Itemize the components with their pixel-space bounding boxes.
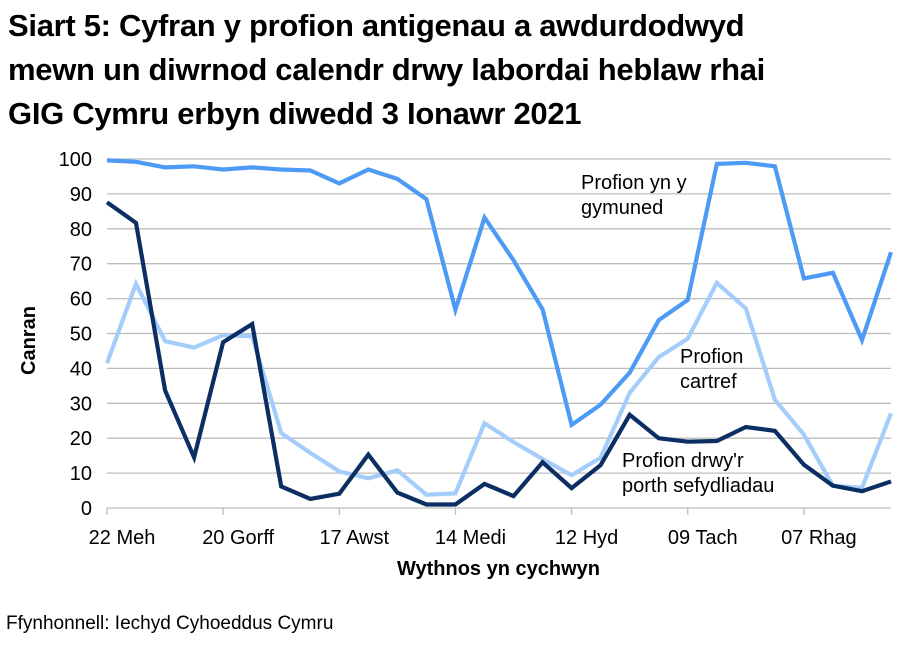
y-tick-label: 40 bbox=[70, 358, 92, 380]
chart-title-line-1: Siart 5: Cyfran y profion antigenau a aw… bbox=[8, 8, 745, 43]
series-annotations: Profion yn y gymuned Profion cartref Profion… bbox=[581, 172, 774, 497]
series-line bbox=[106, 158, 893, 429]
y-tick-label: 10 bbox=[70, 463, 92, 485]
x-tick-label: 09 Tach bbox=[668, 527, 738, 549]
x-axis-ticks: 22 Meh 20 Gorff 17 Awst 14 Medi 12 Hyd 09 Tac… bbox=[89, 508, 857, 549]
y-tick-label: 90 bbox=[70, 184, 92, 206]
x-axis-label: Wythnos yn cychwyn bbox=[396, 558, 600, 580]
x-tick-label: 20 Gorff bbox=[202, 527, 274, 549]
y-tick-label: 80 bbox=[70, 219, 92, 241]
series-label: cartref bbox=[680, 371, 737, 393]
series-line bbox=[105, 278, 893, 497]
y-tick-label: 100 bbox=[59, 149, 92, 171]
x-tick-label: 14 Medi bbox=[435, 527, 506, 549]
y-tick-label: 60 bbox=[70, 289, 92, 311]
x-tick-label: 17 Awst bbox=[319, 527, 389, 549]
x-tick-label: 07 Rhag bbox=[781, 527, 857, 549]
y-tick-label: 70 bbox=[70, 254, 92, 276]
y-tick-label: 0 bbox=[81, 498, 92, 520]
y-tick-label: 50 bbox=[70, 324, 92, 346]
x-tick-label: 22 Meh bbox=[89, 527, 156, 549]
series-label: Profion drwy'r bbox=[622, 450, 744, 472]
series-label: porth sefydliadau bbox=[622, 475, 774, 497]
y-tick-label: 30 bbox=[70, 393, 92, 415]
y-tick-label: 20 bbox=[70, 428, 92, 450]
chart-title-line-2: mewn un diwrnod calendr drwy labordai he… bbox=[8, 52, 765, 87]
series-label: Profion bbox=[680, 346, 743, 368]
series-lines bbox=[105, 158, 893, 507]
y-axis-label: Canran bbox=[18, 306, 40, 375]
y-axis-ticks: 0 10 20 30 40 50 60 70 80 90 100 bbox=[59, 149, 92, 520]
chart-title: Siart 5: Cyfran y profion antigenau a aw… bbox=[8, 4, 908, 136]
x-tick-label: 12 Hyd bbox=[555, 527, 618, 549]
series-line bbox=[105, 200, 892, 507]
chart-title-line-3: GIG Cymru erbyn diwedd 3 Ionawr 2021 bbox=[8, 96, 582, 131]
series-label: gymuned bbox=[581, 197, 663, 219]
source-note: Ffynhonnell: Iechyd Cyhoeddus Cymru bbox=[6, 613, 334, 634]
series-label: Profion yn y bbox=[581, 172, 687, 194]
gridlines bbox=[107, 158, 891, 509]
